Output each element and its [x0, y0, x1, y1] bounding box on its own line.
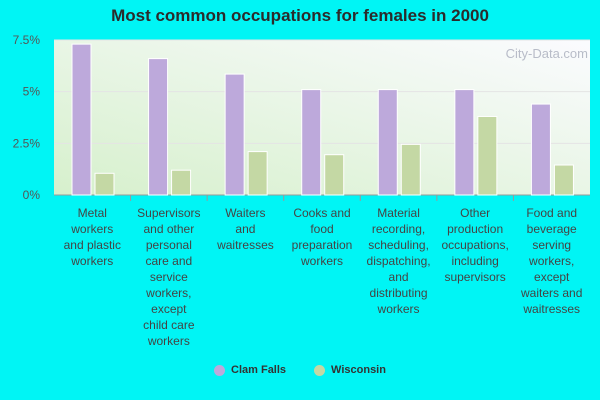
- y-tick-label: 2.5%: [13, 136, 41, 150]
- x-tick-label-line: workers: [147, 334, 190, 348]
- y-axis: 0% 2.5% 5% 7.5%: [13, 33, 41, 202]
- bar-wisconsin: [94, 172, 115, 196]
- x-tick-label-line: scheduling,: [368, 238, 429, 252]
- bar-clam-falls: [148, 58, 169, 196]
- x-tick-label-line: waitresses: [523, 302, 581, 316]
- x-tick-label: Waiters and waitresses: [207, 205, 283, 253]
- watermark: City-Data.com: [506, 46, 588, 61]
- x-tick-label-line: recording,: [371, 222, 426, 236]
- x-tick-label-line: except: [534, 270, 570, 284]
- x-tick-label-line: personal: [145, 238, 192, 252]
- x-tick-label-line: supervisors: [444, 270, 506, 284]
- x-tick-label-line: serving: [532, 238, 572, 252]
- legend-swatch-clam-falls: [214, 364, 226, 376]
- x-tick-label-line: distributing: [369, 286, 428, 300]
- bar-wisconsin: [247, 151, 268, 196]
- legend: Clam Falls Wisconsin: [0, 364, 600, 376]
- x-tick-label-line: child care: [143, 318, 195, 332]
- x-tick-label: Supervisors and other personal care and serv…: [131, 205, 207, 349]
- x-tick-label-line: workers,: [529, 254, 575, 268]
- x-tick-label: Metal workers and plastic workers: [54, 205, 130, 269]
- x-tick-label: Food and beverage serving workers, except wai…: [514, 205, 590, 317]
- x-tick-label-line: workers: [377, 302, 420, 316]
- x-tick-label: Other production occupations, including supe…: [437, 205, 513, 285]
- x-tick-label-line: Other: [460, 206, 491, 220]
- x-tick-label-line: production: [447, 222, 504, 236]
- x-tick-label-line: Food and: [526, 206, 578, 220]
- x-tick-label-line: and other: [143, 222, 195, 236]
- x-tick-label-line: and: [388, 270, 409, 284]
- x-tick-label-line: and plastic: [63, 238, 121, 252]
- x-tick-label-line: Metal: [77, 206, 107, 220]
- legend-label-wisconsin: Wisconsin: [331, 364, 386, 376]
- gridlines: [54, 39, 590, 196]
- y-tick-label: 5%: [23, 85, 41, 99]
- x-tick-label-line: workers,: [146, 286, 192, 300]
- x-tick-label-line: except: [151, 302, 187, 316]
- x-tick-label-line: including: [451, 254, 499, 268]
- x-tick-label-line: beverage: [526, 222, 577, 236]
- x-tick-label-line: workers: [300, 254, 343, 268]
- bar-clam-falls: [301, 89, 322, 196]
- x-tick-label-line: workers: [71, 222, 114, 236]
- bar-clam-falls: [377, 89, 398, 196]
- x-tick-label-line: Waiters: [225, 206, 266, 220]
- x-tick-label-line: waiters and: [521, 286, 583, 300]
- x-tick-label-line: dispatching,: [366, 254, 431, 268]
- bar-clam-falls: [224, 73, 245, 196]
- bar-clam-falls: [71, 43, 92, 196]
- bars: [71, 43, 574, 201]
- x-tick-label-line: Supervisors: [137, 206, 201, 220]
- x-tick-label: Cooks and food preparation workers: [284, 205, 360, 269]
- x-tick-label-line: preparation: [291, 238, 353, 252]
- x-tick-label-line: workers: [71, 254, 114, 268]
- x-tick-label-line: Cooks and: [293, 206, 351, 220]
- x-tick-label-line: waitresses: [217, 238, 274, 252]
- bar-wisconsin: [477, 115, 498, 196]
- chart-title: Most common occupations for females in 2…: [111, 6, 489, 25]
- bar-wisconsin: [324, 154, 345, 196]
- x-tick-label-line: Material: [377, 206, 420, 220]
- x-tick-label-line: occupations,: [441, 238, 509, 252]
- x-tick-label-line: and: [235, 222, 256, 236]
- legend-item-clam-falls: Clam Falls: [214, 364, 286, 376]
- y-tick-label: 7.5%: [13, 33, 41, 47]
- bar-wisconsin: [171, 169, 192, 196]
- x-tick-label: Material recording, scheduling, dispatching…: [361, 205, 437, 317]
- x-tick-label-line: service: [149, 270, 188, 284]
- legend-label-clam-falls: Clam Falls: [231, 364, 287, 376]
- bar-clam-falls: [530, 103, 551, 196]
- x-tick-label-line: food: [310, 222, 334, 236]
- bar-wisconsin: [400, 143, 421, 196]
- y-tick-label: 0%: [23, 188, 41, 202]
- x-tick-label-line: care and: [145, 254, 193, 268]
- legend-swatch-wisconsin: [314, 364, 326, 376]
- legend-item-wisconsin: Wisconsin: [314, 364, 386, 376]
- bar-wisconsin: [553, 164, 574, 196]
- bar-clam-falls: [454, 89, 475, 196]
- plot-area: [54, 40, 590, 195]
